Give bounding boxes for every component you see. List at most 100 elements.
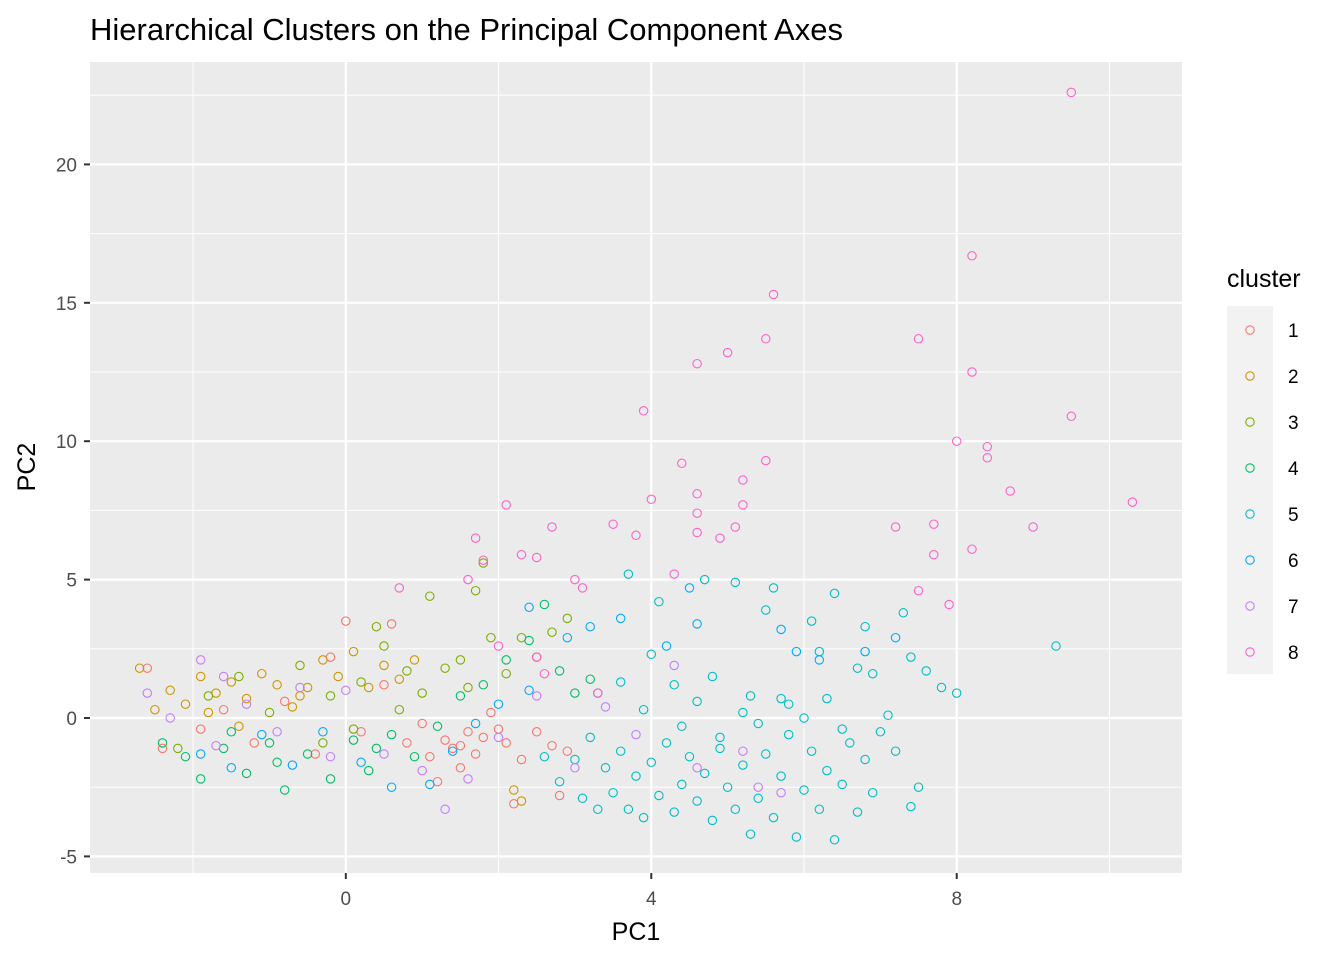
- data-point: [791, 646, 802, 657]
- data-point: [761, 334, 771, 344]
- data-point: [348, 646, 359, 657]
- data-point: [669, 569, 679, 579]
- data-point: [631, 530, 641, 541]
- data-point: [692, 763, 702, 773]
- data-point: [570, 574, 580, 585]
- data-point: [402, 738, 412, 748]
- data-point: [463, 574, 473, 585]
- data-point: [783, 699, 794, 709]
- data-point: [363, 765, 374, 776]
- data-point: [738, 707, 748, 718]
- data-point: [417, 718, 427, 729]
- data-point: [982, 441, 993, 452]
- legend-label-8: 8: [1288, 643, 1299, 664]
- data-point: [753, 782, 763, 792]
- data-point: [195, 724, 206, 734]
- data-point: [516, 754, 527, 765]
- data-point: [867, 787, 878, 798]
- data-point: [379, 641, 389, 651]
- data-point: [531, 552, 542, 563]
- data-point: [814, 804, 825, 815]
- data-point: [585, 732, 595, 743]
- data-point: [860, 754, 870, 765]
- data-point: [341, 616, 351, 626]
- data-point: [845, 738, 855, 748]
- data-point: [1066, 87, 1077, 98]
- data-point: [722, 347, 733, 358]
- plot-panel: [90, 62, 1182, 873]
- data-point: [554, 666, 565, 676]
- data-point: [501, 668, 511, 679]
- series-cluster-5: [539, 569, 1061, 845]
- data-point: [829, 588, 840, 599]
- data-point: [570, 688, 580, 698]
- data-point: [745, 829, 756, 839]
- data-point: [547, 740, 557, 751]
- data-point: [913, 585, 924, 596]
- data-point: [218, 704, 229, 715]
- data-point: [608, 519, 618, 529]
- data-point: [493, 732, 504, 743]
- data-point: [524, 635, 534, 646]
- minor-gridlines: [90, 62, 1182, 873]
- legend-entries: 1 2 3 4 5 6 7 8: [1245, 321, 1299, 664]
- data-point: [447, 746, 458, 756]
- legend-label-6: 6: [1288, 551, 1299, 572]
- data-point: [440, 804, 450, 815]
- data-point: [982, 453, 993, 463]
- data-point: [600, 763, 611, 773]
- data-point: [379, 749, 389, 759]
- legend-key-2: [1245, 371, 1255, 381]
- data-point: [195, 671, 206, 682]
- legend-key-7: [1245, 601, 1255, 611]
- data-point: [402, 666, 412, 676]
- data-point: [341, 685, 351, 696]
- data-point: [913, 334, 924, 344]
- legend-label-3: 3: [1288, 413, 1299, 434]
- x-tick-label: 8: [951, 889, 962, 910]
- data-point: [929, 519, 939, 529]
- chart-title: Hierarchical Clusters on the Principal C…: [90, 12, 843, 47]
- legend-key-1: [1245, 325, 1255, 335]
- data-point: [730, 577, 741, 588]
- data-point: [455, 691, 466, 701]
- data-point: [913, 782, 924, 792]
- data-point: [516, 796, 527, 806]
- data-point: [860, 621, 870, 632]
- data-point: [768, 583, 779, 593]
- data-point: [814, 655, 825, 665]
- data-point: [455, 740, 466, 751]
- data-point: [264, 707, 275, 718]
- legend-key-6: [1245, 555, 1255, 565]
- data-point: [722, 782, 733, 792]
- legend-key-5: [1245, 509, 1255, 519]
- data-point: [631, 729, 641, 740]
- data-point: [615, 613, 626, 624]
- data-point: [822, 765, 832, 776]
- data-point: [539, 751, 550, 762]
- data-point: [1051, 641, 1061, 651]
- data-point: [776, 787, 786, 798]
- data-point: [967, 367, 977, 377]
- data-point: [417, 765, 427, 776]
- data-point: [310, 749, 321, 759]
- data-point: [386, 729, 397, 740]
- data-point: [379, 660, 389, 671]
- data-point: [501, 655, 511, 665]
- y-tick-label: 15: [56, 294, 77, 315]
- y-tick-label: 5: [66, 571, 77, 592]
- data-point: [593, 688, 603, 698]
- x-tick-label: 0: [341, 889, 352, 910]
- data-point: [318, 738, 328, 748]
- data-point: [394, 583, 405, 593]
- data-point: [692, 527, 702, 538]
- data-point: [287, 702, 298, 712]
- data-point: [562, 613, 573, 624]
- data-point: [1127, 497, 1138, 507]
- data-point: [333, 671, 343, 682]
- data-point: [531, 727, 542, 737]
- data-point: [524, 685, 534, 696]
- data-point: [425, 779, 435, 790]
- series-cluster-7: [142, 655, 786, 815]
